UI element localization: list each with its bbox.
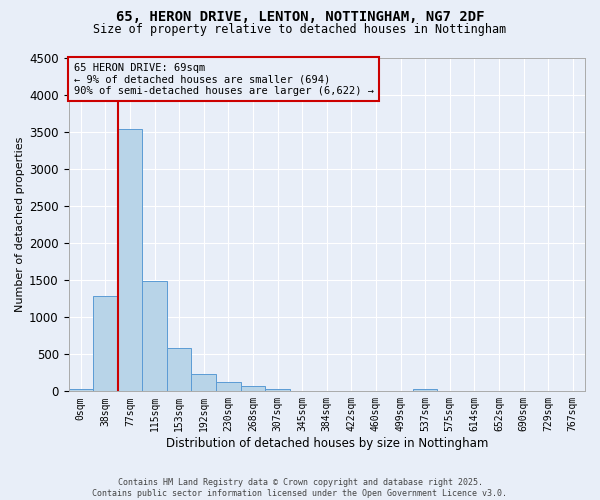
Bar (191, 374, 216, 392)
Bar (93, 296, 118, 392)
Bar (68, 389, 93, 392)
Bar (167, 348, 191, 392)
Bar (413, 389, 437, 392)
Text: Size of property relative to detached houses in Nottingham: Size of property relative to detached ho… (94, 22, 506, 36)
Bar (118, 130, 142, 392)
Text: Contains HM Land Registry data © Crown copyright and database right 2025.
Contai: Contains HM Land Registry data © Crown c… (92, 478, 508, 498)
Bar (241, 386, 265, 392)
Text: 65, HERON DRIVE, LENTON, NOTTINGHAM, NG7 2DF: 65, HERON DRIVE, LENTON, NOTTINGHAM, NG7… (116, 10, 484, 24)
Bar (265, 389, 290, 392)
X-axis label: Distribution of detached houses by size in Nottingham: Distribution of detached houses by size … (166, 437, 488, 450)
Y-axis label: Number of detached properties: Number of detached properties (15, 136, 25, 312)
Bar (142, 281, 167, 392)
Text: 65 HERON DRIVE: 69sqm
← 9% of detached houses are smaller (694)
90% of semi-deta: 65 HERON DRIVE: 69sqm ← 9% of detached h… (74, 62, 374, 96)
Bar (216, 382, 241, 392)
